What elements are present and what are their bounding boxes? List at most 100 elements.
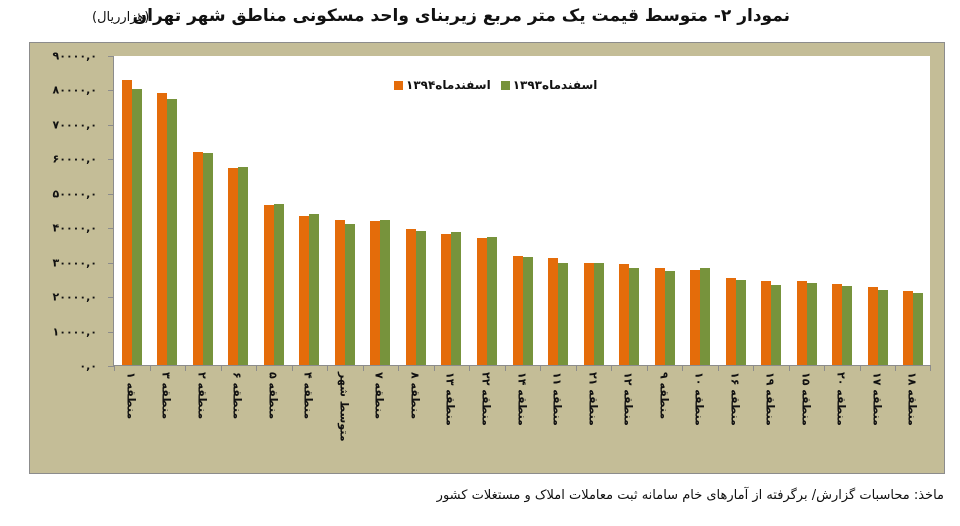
x-tick-label: منطقه ۱۶ [728,372,742,426]
bar-1394 [299,215,310,365]
y-tick [108,193,114,195]
y-tick-label: ۰,۰ [79,359,97,373]
x-tick [753,365,755,371]
x-tick [859,365,861,371]
bar-1393 [700,267,711,365]
legend-item-1393: اسفندماه۱۳۹۳ [500,78,598,92]
x-tick [646,365,648,371]
x-tick [682,365,684,371]
legend-swatch-icon [500,80,510,90]
x-tick [185,365,187,371]
y-tick [108,331,114,333]
bar-1393 [380,219,391,365]
x-tick-label: منطقه ۸ [408,372,422,420]
bar-1394 [619,264,630,365]
source-note: ماخذ: محاسبات گزارش/ برگرفته از آمارهای … [436,488,944,503]
bar-1393 [167,98,178,365]
bar-1394 [761,281,772,365]
bar-1393 [629,267,640,365]
x-tick-label: منطقه ۵ [266,372,280,420]
bar-1393 [877,290,888,365]
x-tick [469,365,471,371]
x-tick [611,365,613,371]
bar-1393 [415,231,426,365]
bar-1394 [512,256,523,365]
bar-1393 [486,237,497,365]
bar-1394 [405,229,416,365]
bar-1394 [263,204,274,365]
bar-1393 [913,293,924,365]
y-tick-label: ۶۰۰۰۰,۰ [52,152,97,166]
y-tick [108,159,114,161]
x-tick-label: منطقه ۲ [195,372,209,420]
bar-1394 [476,238,487,365]
x-tick-label: منطقه ۱ [124,372,138,420]
x-tick-label: منطقه ۱۷ [870,372,884,426]
y-tick [108,228,114,230]
x-tick-label: منطقه ۲۰ [834,372,848,426]
x-tick-label: منطقه ۲۱ [586,372,600,426]
legend-swatch-icon [394,80,403,90]
bar-1393 [664,271,675,365]
x-tick-label: منطقه ۹ [657,372,671,420]
x-tick [433,365,435,371]
y-tick-label: ۴۰۰۰۰,۰ [52,221,97,235]
y-tick-label: ۱۰۰۰۰,۰ [52,325,97,339]
legend-label: اسفندماه۱۳۹۴ [406,78,491,92]
x-tick-label: منطقه ۱۳ [443,372,457,426]
legend-item-1394: اسفندماه۱۳۹۴ [394,78,491,92]
bar-1394 [690,270,701,365]
y-tick [108,262,114,264]
bar-1394 [121,80,132,365]
bar-1393 [273,203,284,365]
x-tick-label: منطقه ۱۲ [621,372,635,426]
y-tick-label: ۵۰۰۰۰,۰ [52,187,97,201]
y-tick-label: ۷۰۰۰۰,۰ [52,118,97,132]
bar-1394 [334,219,345,365]
bar-1393 [522,256,533,365]
x-tick [398,365,400,371]
bar-1393 [806,283,817,365]
x-tick-label: منطقه ۱۱ [550,372,564,426]
bar-1394 [583,263,594,365]
legend-label: اسفندماه۱۳۹۳ [512,78,598,92]
x-tick-label: منطقه ۱۹ [763,372,777,426]
x-tick [362,365,364,371]
bar-1394 [441,234,452,365]
bar-1393 [451,232,462,365]
bar-1394 [796,281,807,365]
legend: اسفندماه۱۳۹۴ اسفندماه۱۳۹۳ [394,78,597,92]
bar-1393 [735,280,746,365]
y-tick-label: ۲۰۰۰۰,۰ [52,290,97,304]
y-tick [108,297,114,299]
bar-1394 [725,278,736,365]
y-tick-label: ۸۰۰۰۰,۰ [52,83,97,97]
x-tick-label: منطقه ۴ [301,372,315,420]
y-tick [108,56,114,57]
x-tick [895,365,897,371]
bar-1394 [157,92,168,365]
unit-label: (هزارریال) [92,10,150,25]
y-tick-label: ۳۰۰۰۰,۰ [52,256,97,270]
chart-title: نمودار ۲- متوسط قیمت یک متر مربع زیربنای… [132,6,790,26]
x-tick [788,365,790,371]
x-tick-label: منطقه ۱۰ [692,372,706,426]
x-tick [291,365,293,371]
bar-1394 [832,284,843,365]
x-tick-label: منطقه ۳ [159,372,173,420]
y-tick [108,90,114,92]
y-tick [108,366,114,367]
plot-area: اسفندماه۱۳۹۴ اسفندماه۱۳۹۳ [108,56,931,371]
bar-1393 [771,285,782,365]
y-tick [108,124,114,126]
x-tick [327,365,329,371]
bar-1393 [842,286,853,365]
x-tick-label: منطقه ۲۲ [479,372,493,426]
x-tick [256,365,258,371]
bar-1393 [202,153,213,365]
bar-1393 [238,166,249,365]
bar-1393 [131,89,142,365]
x-tick [575,365,577,371]
bar-1393 [344,224,355,365]
x-tick [114,365,115,371]
